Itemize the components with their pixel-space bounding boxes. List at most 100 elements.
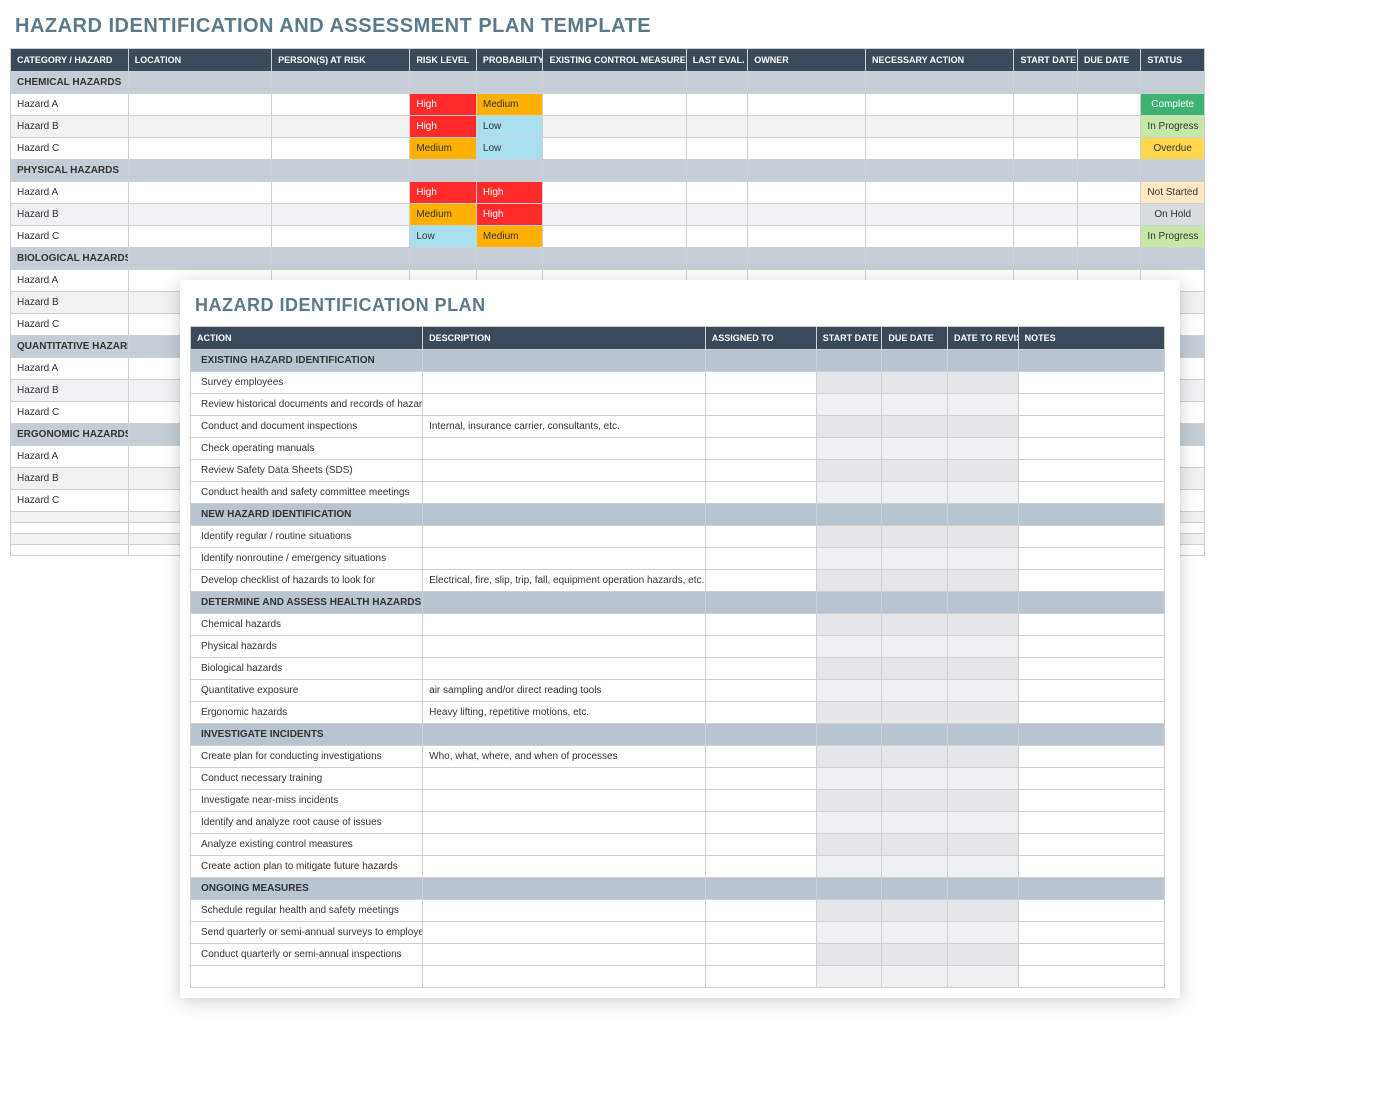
plan-revisit-cell <box>947 812 1018 834</box>
plan-revisit-cell <box>947 680 1018 702</box>
table-row: Create plan for conducting investigation… <box>191 746 1165 768</box>
existing-cell <box>543 138 686 160</box>
table-row: Review Safety Data Sheets (SDS) <box>191 460 1165 482</box>
table-row: Create action plan to mitigate future ha… <box>191 856 1165 878</box>
plan-revisit-cell <box>947 570 1018 592</box>
plan-due-cell <box>882 548 948 570</box>
hazard-cell: Hazard C <box>11 402 129 424</box>
section-cell <box>705 350 816 372</box>
existing-cell <box>543 116 686 138</box>
section-label: BIOLOGICAL HAZARDS <box>11 248 129 270</box>
table-row: Hazard CLowMediumIn Progress <box>11 226 1205 248</box>
plan-start-cell <box>816 790 882 812</box>
plan-revisit-cell <box>947 746 1018 768</box>
status-cell: In Progress <box>1141 116 1205 138</box>
plan-notes-cell <box>1018 790 1164 812</box>
plan-revisit-cell <box>947 460 1018 482</box>
action-cell <box>865 138 1013 160</box>
assessment-col-header: NECESSARY ACTION <box>865 49 1013 72</box>
plan-assign-cell <box>705 416 816 438</box>
plan-start-cell <box>816 394 882 416</box>
plan-start-cell <box>816 746 882 768</box>
status-cell: Not Started <box>1141 182 1205 204</box>
plan-start-cell <box>816 768 882 790</box>
section-cell <box>1141 160 1205 182</box>
due-cell <box>1077 182 1140 204</box>
status-cell: Complete <box>1141 94 1205 116</box>
plan-start-cell <box>816 526 882 548</box>
plan-due-cell <box>882 482 948 504</box>
plan-action-cell: Survey employees <box>191 372 423 394</box>
plan-col-header: DUE DATE <box>882 327 948 350</box>
plan-revisit-cell <box>947 394 1018 416</box>
start-cell <box>1014 182 1077 204</box>
table-row: Identify and analyze root cause of issue… <box>191 812 1165 834</box>
plan-notes-cell <box>1018 856 1164 878</box>
table-row: Investigate near-miss incidents <box>191 790 1165 812</box>
plan-desc-cell: Electrical, fire, slip, trip, fall, equi… <box>423 570 706 592</box>
section-cell <box>816 350 882 372</box>
section-row: BIOLOGICAL HAZARDS <box>11 248 1205 270</box>
section-cell <box>816 724 882 746</box>
section-cell <box>686 160 747 182</box>
plan-assign-cell <box>705 636 816 658</box>
section-cell <box>816 592 882 614</box>
start-cell <box>1014 116 1077 138</box>
location-cell <box>128 182 271 204</box>
plan-assign-cell <box>705 966 816 988</box>
plan-notes-cell <box>1018 526 1164 548</box>
owner-cell <box>748 138 866 160</box>
plan-action-cell: Review Safety Data Sheets (SDS) <box>191 460 423 482</box>
plan-revisit-cell <box>947 900 1018 922</box>
section-row: DETERMINE AND ASSESS HEALTH HAZARDS <box>191 592 1165 614</box>
plan-desc-cell <box>423 834 706 856</box>
plan-col-header: NOTES <box>1018 327 1164 350</box>
table-row: Schedule regular health and safety meeti… <box>191 900 1165 922</box>
section-cell <box>1014 72 1077 94</box>
table-row: Hazard BMediumHighOn Hold <box>11 204 1205 226</box>
hazard-cell: Hazard B <box>11 380 129 402</box>
table-row: Conduct health and safety committee meet… <box>191 482 1165 504</box>
plan-assign-cell <box>705 702 816 724</box>
plan-due-cell <box>882 812 948 834</box>
table-row: Check operating manuals <box>191 438 1165 460</box>
assessment-header-row: CATEGORY / HAZARDLOCATIONPERSON(S) AT RI… <box>11 49 1205 72</box>
section-cell <box>748 72 866 94</box>
plan-start-cell <box>816 416 882 438</box>
plan-notes-cell <box>1018 460 1164 482</box>
section-cell <box>882 592 948 614</box>
plan-start-cell <box>816 482 882 504</box>
plan-due-cell <box>882 614 948 636</box>
plan-start-cell <box>816 922 882 944</box>
plan-start-cell <box>816 834 882 856</box>
plan-due-cell <box>882 438 948 460</box>
plan-start-cell <box>816 944 882 966</box>
section-cell <box>272 72 410 94</box>
table-row: Survey employees <box>191 372 1165 394</box>
section-cell <box>543 160 686 182</box>
location-cell <box>128 116 271 138</box>
plan-due-cell <box>882 658 948 680</box>
risk-cell: High <box>410 182 477 204</box>
plan-desc-cell <box>423 856 706 878</box>
section-cell <box>272 160 410 182</box>
section-cell <box>1077 72 1140 94</box>
assessment-col-header: PERSON(S) AT RISK <box>272 49 410 72</box>
hazard-cell: Hazard A <box>11 446 129 468</box>
due-cell <box>1077 226 1140 248</box>
section-cell <box>1077 160 1140 182</box>
assessment-col-header: EXISTING CONTROL MEASURE <box>543 49 686 72</box>
plan-start-cell <box>816 900 882 922</box>
plan-start-cell <box>816 966 882 988</box>
owner-cell <box>748 182 866 204</box>
plan-desc-cell <box>423 900 706 922</box>
section-cell <box>748 160 866 182</box>
plan-revisit-cell <box>947 658 1018 680</box>
hazard-cell: Hazard C <box>11 490 129 512</box>
plan-notes-cell <box>1018 680 1164 702</box>
section-cell <box>1141 72 1205 94</box>
table-row: Identify regular / routine situations <box>191 526 1165 548</box>
status-cell: On Hold <box>1141 204 1205 226</box>
plan-start-cell <box>816 438 882 460</box>
hazard-cell: Hazard B <box>11 204 129 226</box>
